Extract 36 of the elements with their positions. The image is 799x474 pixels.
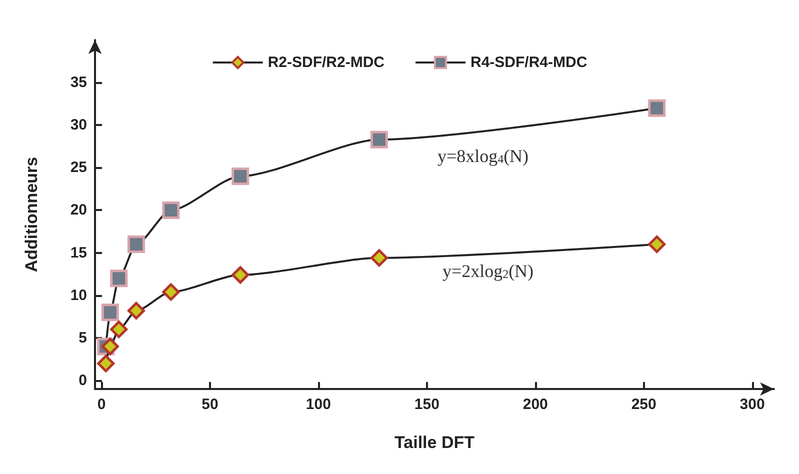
x-tick-label: 150	[414, 396, 440, 413]
y-tick-label: 5	[78, 329, 87, 346]
point	[648, 236, 666, 254]
x-tick-label: 0	[97, 396, 106, 413]
point	[97, 354, 115, 372]
point	[127, 236, 145, 254]
y-tick-label: 30	[70, 116, 87, 134]
legend-label: R2-SDF/R2-MDC	[268, 54, 385, 71]
legend-label: R4-SDF/R4-MDC	[470, 54, 588, 71]
x-tick-label: 200	[522, 396, 548, 413]
x-tick-label: 100	[306, 396, 331, 413]
point	[101, 338, 119, 356]
y-tick-label: 10	[70, 286, 87, 304]
annotation: y=8xlog4(N)	[437, 146, 529, 166]
annotation: y=2xlog2(N)	[442, 261, 534, 281]
x-tick-label: 250	[631, 396, 656, 413]
y-tick-label: 0	[78, 372, 87, 389]
point	[648, 99, 666, 117]
point	[101, 304, 119, 322]
x-tick-label: 300	[740, 396, 765, 413]
y-tick-label: 35	[70, 74, 87, 92]
y-tick-label: 25	[70, 159, 87, 176]
y-axis-title: Additionneurs	[22, 156, 41, 272]
point	[110, 270, 128, 288]
point	[162, 283, 180, 301]
point	[232, 167, 250, 185]
y-tick-label: 20	[70, 202, 87, 219]
x-tick-label: 50	[202, 396, 218, 413]
y-tick-label: 15	[70, 244, 87, 262]
point	[127, 302, 145, 320]
point	[232, 266, 250, 284]
x-axis-title: Taille DFT	[394, 433, 476, 452]
point	[370, 249, 388, 267]
point	[370, 130, 388, 148]
point	[110, 320, 128, 338]
point	[162, 201, 180, 219]
